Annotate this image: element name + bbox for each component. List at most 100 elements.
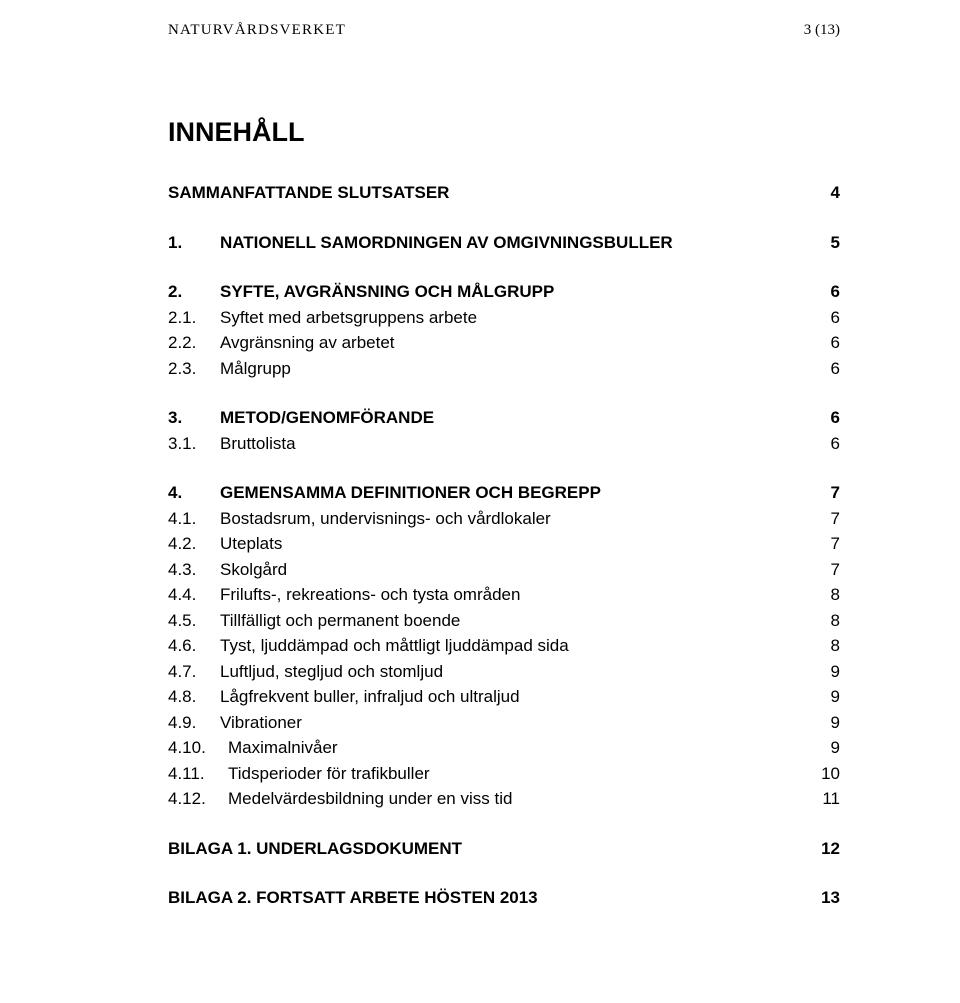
toc-entry-page: 6 (823, 330, 840, 356)
page: NATURVÅRDSVERKET 3 (13) INNEHÅLL SAMMANF… (0, 0, 960, 1003)
toc-entry-left: 4.10.Maximalnivåer (168, 735, 338, 761)
toc-entry-page: 10 (813, 761, 840, 787)
toc-entry-left: 4.1.Bostadsrum, undervisnings- och vårdl… (168, 506, 551, 532)
toc-entry-level1: BILAGA 1. UNDERLAGSDOKUMENT 12 (168, 836, 840, 862)
toc-entry-number: 2.1. (168, 305, 220, 331)
toc-entry-label: Frilufts-, rekreations- och tysta område… (220, 582, 520, 608)
toc-entry-number: 4.4. (168, 582, 220, 608)
toc-entry-left: 3.METOD/GENOMFÖRANDE (168, 405, 434, 431)
toc-entry-level2: 4.11.Tidsperioder för trafikbuller10 (168, 761, 840, 787)
toc-entry-level2: 4.1.Bostadsrum, undervisnings- och vårdl… (168, 506, 840, 532)
toc-entry-level2: 4.5.Tillfälligt och permanent boende 8 (168, 608, 840, 634)
toc-entry-label: Uteplats (220, 531, 282, 557)
toc-entry-page: 11 (814, 786, 840, 812)
toc-entry-level1: 3.METOD/GENOMFÖRANDE 6 (168, 405, 840, 431)
toc-entry-page: 6 (823, 279, 840, 305)
toc-entry-label: SYFTE, AVGRÄNSNING OCH MÅLGRUPP (220, 279, 554, 305)
toc-entry-left: SAMMANFATTANDE SLUTSATSER (168, 180, 449, 206)
toc-entry-label: BILAGA 2. FORTSATT ARBETE HÖSTEN 2013 (168, 885, 538, 911)
toc-entry-page: 7 (823, 557, 840, 583)
toc-entry-page: 7 (823, 531, 840, 557)
toc-entry-level2: 4.3.Skolgård 7 (168, 557, 840, 583)
toc-entry-left: 2.2.Avgränsning av arbetet (168, 330, 395, 356)
toc-entry-number: 4.10. (168, 735, 228, 761)
toc-entry-page: 9 (823, 659, 840, 685)
toc-entry-level2: 4.7.Luftljud, stegljud och stomljud 9 (168, 659, 840, 685)
toc-entry-label: SAMMANFATTANDE SLUTSATSER (168, 180, 449, 206)
toc-entry-label: BILAGA 1. UNDERLAGSDOKUMENT (168, 836, 462, 862)
toc-entry-label: Medelvärdesbildning under en viss tid (228, 786, 512, 812)
toc-entry-number: 2.2. (168, 330, 220, 356)
toc-entry-page: 8 (823, 608, 840, 634)
toc-entry-number: 4.6. (168, 633, 220, 659)
toc-entry-page: 9 (823, 684, 840, 710)
toc-entry-page: 12 (813, 836, 840, 862)
toc-entry-left: 4.5.Tillfälligt och permanent boende (168, 608, 460, 634)
toc-entry-number: 2.3. (168, 356, 220, 382)
toc-entry-left: 4.7.Luftljud, stegljud och stomljud (168, 659, 443, 685)
toc-section: 3.METOD/GENOMFÖRANDE 6 3.1.Bruttolista 6 (168, 405, 840, 456)
toc-body: SAMMANFATTANDE SLUTSATSER4 1.NATIONELL SA… (168, 180, 840, 911)
toc-entry-number: 4.1. (168, 506, 220, 532)
toc-entry-level2: 4.8.Lågfrekvent buller, infraljud och ul… (168, 684, 840, 710)
toc-entry-label: Avgränsning av arbetet (220, 330, 395, 356)
toc-entry-label: Vibrationer (220, 710, 302, 736)
toc-entry-level1: SAMMANFATTANDE SLUTSATSER4 (168, 180, 840, 206)
toc-entry-left: 3.1.Bruttolista (168, 431, 296, 457)
toc-entry-page: 7 (823, 506, 840, 532)
toc-entry-left: 2.3.Målgrupp (168, 356, 291, 382)
toc-entry-level2: 4.4.Frilufts-, rekreations- och tysta om… (168, 582, 840, 608)
page-header: NATURVÅRDSVERKET 3 (13) (168, 22, 840, 39)
toc-entry-label: GEMENSAMMA DEFINITIONER OCH BEGREPP (220, 480, 601, 506)
toc-entry-number: 4.9. (168, 710, 220, 736)
toc-entry-left: 1.NATIONELL SAMORDNINGEN AV OMGIVNINGSBU… (168, 230, 673, 256)
toc-entry-label: Tidsperioder för trafikbuller (228, 761, 430, 787)
toc-entry-level2: 3.1.Bruttolista 6 (168, 431, 840, 457)
toc-entry-page: 13 (813, 885, 840, 911)
toc-title: INNEHÅLL (168, 117, 840, 148)
toc-entry-label: Skolgård (220, 557, 287, 583)
toc-entry-number: 3.1. (168, 431, 220, 457)
toc-entry-left: BILAGA 2. FORTSATT ARBETE HÖSTEN 2013 (168, 885, 538, 911)
toc-entry-label: Bruttolista (220, 431, 296, 457)
toc-entry-left: 4.12.Medelvärdesbildning under en viss t… (168, 786, 512, 812)
toc-entry-label: Syftet med arbetsgruppens arbete (220, 305, 477, 331)
toc-entry-label: NATIONELL SAMORDNINGEN AV OMGIVNINGSBULL… (220, 230, 673, 256)
toc-entry-level1: 2.SYFTE, AVGRÄNSNING OCH MÅLGRUPP 6 (168, 279, 840, 305)
toc-entry-level1: BILAGA 2. FORTSATT ARBETE HÖSTEN 2013 13 (168, 885, 840, 911)
toc-entry-page: 9 (823, 710, 840, 736)
toc-entry-label: Tyst, ljuddämpad och måttligt ljuddämpad… (220, 633, 569, 659)
toc-entry-page: 7 (823, 480, 840, 506)
toc-entry-left: 2.SYFTE, AVGRÄNSNING OCH MÅLGRUPP (168, 279, 554, 305)
toc-section: SAMMANFATTANDE SLUTSATSER4 (168, 180, 840, 206)
toc-entry-page: 6 (823, 305, 840, 331)
toc-entry-level2: 2.1.Syftet med arbetsgruppens arbete 6 (168, 305, 840, 331)
toc-entry-label: Luftljud, stegljud och stomljud (220, 659, 443, 685)
toc-entry-level1: 4.GEMENSAMMA DEFINITIONER OCH BEGREPP 7 (168, 480, 840, 506)
toc-entry-page: 6 (823, 431, 840, 457)
toc-entry-left: 4.2.Uteplats (168, 531, 282, 557)
toc-section: 1.NATIONELL SAMORDNINGEN AV OMGIVNINGSBU… (168, 230, 840, 256)
toc-entry-page: 8 (823, 633, 840, 659)
toc-entry-left: 4.6.Tyst, ljuddämpad och måttligt ljuddä… (168, 633, 569, 659)
toc-entry-number: 4.5. (168, 608, 220, 634)
toc-entry-page: 6 (823, 405, 840, 431)
toc-entry-left: 2.1.Syftet med arbetsgruppens arbete (168, 305, 477, 331)
toc-entry-number: 4.3. (168, 557, 220, 583)
toc-entry-level2: 4.12.Medelvärdesbildning under en viss t… (168, 786, 840, 812)
toc-entry-left: 4.GEMENSAMMA DEFINITIONER OCH BEGREPP (168, 480, 601, 506)
toc-section: BILAGA 2. FORTSATT ARBETE HÖSTEN 2013 13 (168, 885, 840, 911)
toc-section: 4.GEMENSAMMA DEFINITIONER OCH BEGREPP74.… (168, 480, 840, 812)
toc-entry-level2: 4.10.Maximalnivåer 9 (168, 735, 840, 761)
toc-entry-number: 2. (168, 279, 220, 305)
toc-entry-left: 4.3.Skolgård (168, 557, 287, 583)
toc-entry-page: 9 (823, 735, 840, 761)
toc-entry-label: Bostadsrum, undervisnings- och vårdlokal… (220, 506, 551, 532)
toc-entry-number: 4. (168, 480, 220, 506)
toc-entry-label: Tillfälligt och permanent boende (220, 608, 460, 634)
toc-entry-left: 4.8.Lågfrekvent buller, infraljud och ul… (168, 684, 520, 710)
toc-entry-number: 4.7. (168, 659, 220, 685)
toc-entry-left: 4.4.Frilufts-, rekreations- och tysta om… (168, 582, 520, 608)
toc-entry-page: 8 (823, 582, 840, 608)
toc-entry-label: Maximalnivåer (228, 735, 338, 761)
